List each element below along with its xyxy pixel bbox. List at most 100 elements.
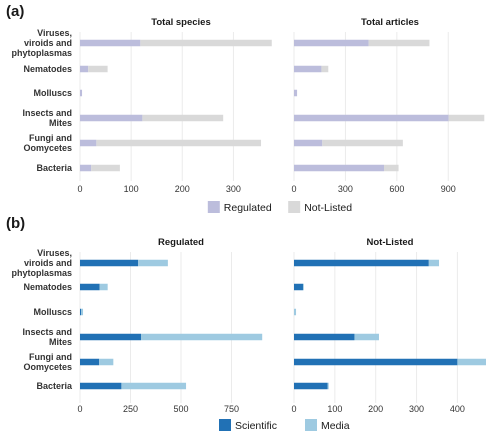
x-tick-label: 500 bbox=[173, 404, 188, 414]
bar-segment bbox=[302, 283, 304, 291]
category-label: Fungi and Oomycetes bbox=[23, 352, 72, 372]
category-label-line: Oomycetes bbox=[23, 362, 72, 372]
legend-label: Regulated bbox=[224, 202, 272, 214]
category-label: Molluscs bbox=[33, 88, 72, 98]
x-tick-label: 250 bbox=[123, 404, 138, 414]
bar-segment bbox=[80, 259, 139, 267]
bar-segment bbox=[99, 358, 114, 366]
category-label: Viruses, viroids and phytoplasmas bbox=[11, 28, 72, 58]
category-label-line: Nematodes bbox=[23, 282, 72, 292]
bar-segment bbox=[121, 382, 187, 390]
bar-segment bbox=[428, 259, 440, 267]
bar-segment bbox=[294, 164, 384, 172]
bar-segment bbox=[294, 358, 458, 366]
bar-segment bbox=[294, 259, 429, 267]
category-label: Fungi and Oomycetes bbox=[23, 133, 72, 153]
category-label-line: phytoplasmas bbox=[11, 268, 72, 278]
x-tick-label: 300 bbox=[338, 184, 353, 194]
bar-segment bbox=[457, 358, 486, 366]
x-tick-label: 0 bbox=[77, 184, 82, 194]
category-label: Nematodes bbox=[23, 282, 72, 292]
bar-segment bbox=[321, 65, 329, 73]
bar-segment bbox=[80, 89, 83, 97]
category-label-line: Insects and bbox=[22, 108, 72, 118]
x-tick-label: 0 bbox=[291, 404, 296, 414]
bar-segment bbox=[88, 65, 108, 73]
bar-segment bbox=[80, 114, 143, 122]
category-label-line: Bacteria bbox=[36, 163, 73, 173]
bar-segment bbox=[294, 89, 298, 97]
bar-segment bbox=[80, 308, 82, 316]
bar-segment bbox=[96, 139, 262, 147]
x-tick-label: 300 bbox=[226, 184, 241, 194]
category-label: Bacteria bbox=[36, 163, 73, 173]
category-label-line: Viruses, bbox=[37, 28, 72, 38]
bar-segment bbox=[80, 39, 141, 47]
category-label: Bacteria bbox=[36, 381, 73, 391]
bar-segment bbox=[368, 39, 430, 47]
category-label: Nematodes bbox=[23, 64, 72, 74]
bar-segment bbox=[141, 333, 263, 341]
bar-segment bbox=[80, 358, 100, 366]
bar-segment bbox=[294, 39, 369, 47]
bar-segment bbox=[80, 333, 142, 341]
bar-segment bbox=[384, 164, 399, 172]
bar-segment bbox=[294, 283, 303, 291]
bar-segment bbox=[327, 382, 329, 390]
bar-segment bbox=[294, 308, 297, 316]
legend-swatch bbox=[219, 419, 231, 431]
category-label-line: Mites bbox=[49, 337, 72, 347]
category-label-line: Fungi and bbox=[29, 352, 72, 362]
bar-segment bbox=[140, 39, 272, 47]
x-tick-label: 750 bbox=[224, 404, 239, 414]
x-tick-label: 900 bbox=[441, 184, 456, 194]
category-label-line: Molluscs bbox=[33, 88, 72, 98]
category-label: Insects and Mites bbox=[22, 327, 72, 347]
category-label-line: Bacteria bbox=[36, 381, 73, 391]
bar-segment bbox=[294, 333, 355, 341]
facet-title: Total articles bbox=[361, 17, 419, 28]
category-label-line: Mites bbox=[49, 118, 72, 128]
legend-label: Scientific bbox=[235, 420, 277, 432]
x-tick-label: 100 bbox=[327, 404, 342, 414]
category-label-line: viroids and bbox=[24, 258, 72, 268]
bar-segment bbox=[80, 65, 89, 73]
category-label-line: Molluscs bbox=[33, 307, 72, 317]
x-tick-label: 0 bbox=[77, 404, 82, 414]
facet-title: Not-Listed bbox=[367, 237, 414, 248]
bar-segment bbox=[294, 114, 449, 122]
legend-label: Media bbox=[321, 420, 350, 432]
legend-swatch bbox=[288, 201, 301, 213]
x-tick-label: 0 bbox=[291, 184, 296, 194]
bar-segment bbox=[294, 382, 328, 390]
x-tick-label: 100 bbox=[124, 184, 139, 194]
bar-segment bbox=[138, 259, 168, 267]
legend-swatch bbox=[305, 419, 317, 431]
x-tick-label: 600 bbox=[389, 184, 404, 194]
facet-title: Regulated bbox=[158, 237, 204, 248]
category-label-line: Insects and bbox=[22, 327, 72, 337]
legend-swatch bbox=[207, 201, 220, 213]
bar-segment bbox=[354, 333, 379, 341]
category-label-line: Fungi and bbox=[29, 133, 72, 143]
category-label-line: viroids and bbox=[24, 38, 72, 48]
panel-a-label: (a) bbox=[6, 3, 24, 20]
bar-segment bbox=[99, 283, 108, 291]
category-label: Viruses, viroids and phytoplasmas bbox=[11, 248, 72, 278]
bar-segment bbox=[80, 283, 100, 291]
x-tick-label: 300 bbox=[409, 404, 424, 414]
facet-title: Total species bbox=[151, 17, 211, 28]
bar-segment bbox=[91, 164, 120, 172]
category-label-line: Nematodes bbox=[23, 64, 72, 74]
bar-segment bbox=[80, 382, 122, 390]
category-label: Molluscs bbox=[33, 307, 72, 317]
bar-segment bbox=[322, 139, 403, 147]
x-tick-label: 400 bbox=[450, 404, 465, 414]
bar-segment bbox=[448, 114, 485, 122]
bar-segment bbox=[80, 164, 92, 172]
bar-segment bbox=[81, 308, 84, 316]
x-tick-label: 200 bbox=[368, 404, 383, 414]
panel-b-label: (b) bbox=[6, 215, 25, 232]
bar-segment bbox=[294, 65, 322, 73]
